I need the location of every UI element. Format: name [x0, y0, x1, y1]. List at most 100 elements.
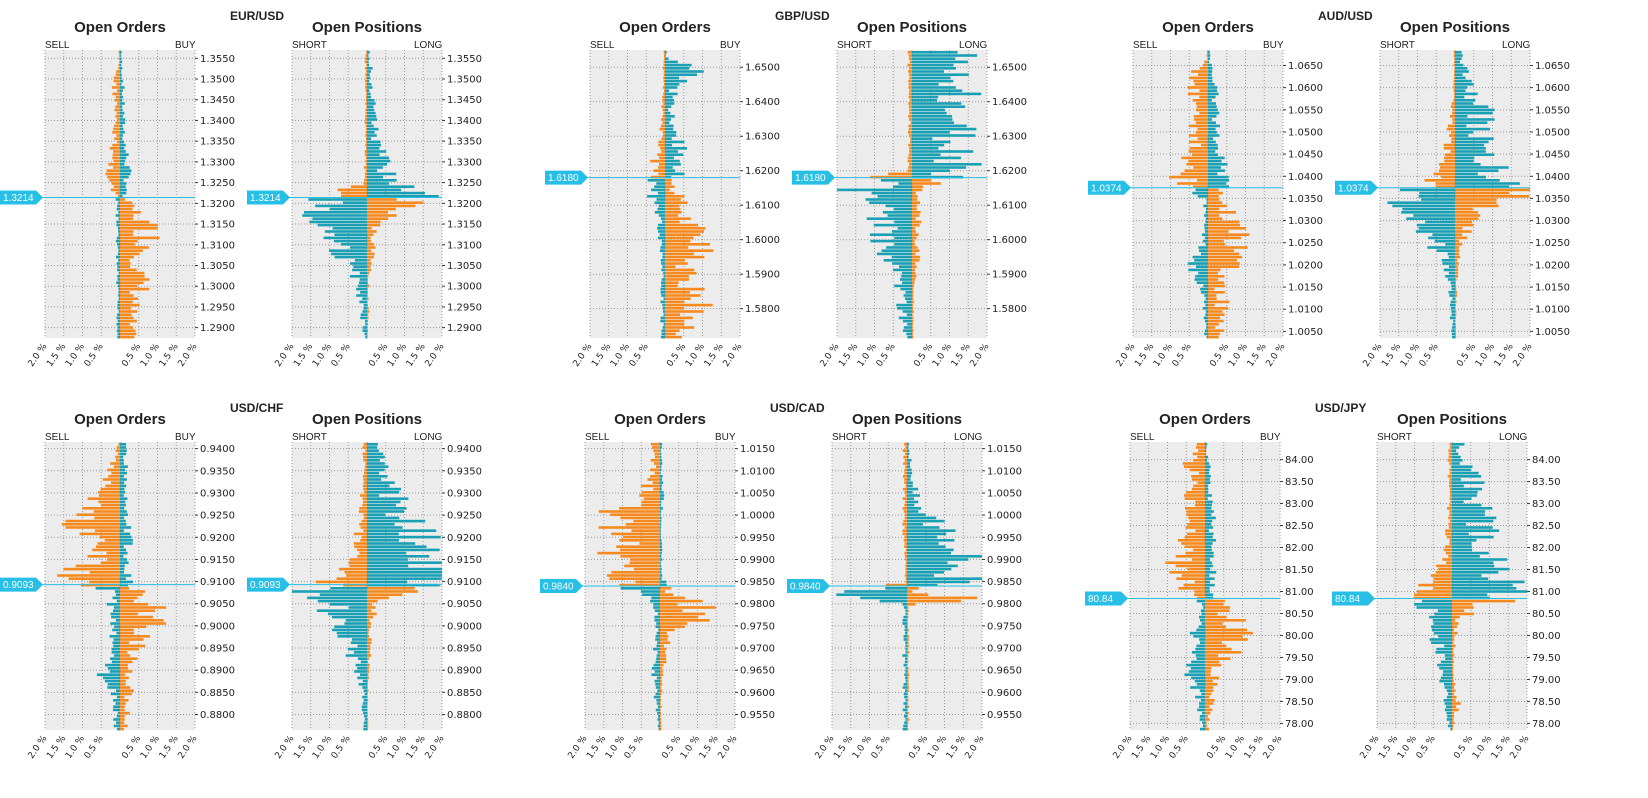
sell-bar — [107, 558, 120, 561]
long-bar — [1452, 503, 1482, 507]
long-bar — [367, 163, 388, 166]
short-bar — [1443, 143, 1455, 147]
y-tick-label: 79.00 — [1532, 675, 1561, 686]
short-bar — [354, 670, 367, 673]
positions-title: Open Positions — [311, 411, 422, 428]
short-bar — [360, 660, 367, 664]
short-bar — [1453, 89, 1455, 92]
long-bar — [367, 236, 371, 240]
long-bar — [1455, 79, 1472, 83]
long-bar — [367, 265, 371, 268]
current-price-label: 1.6180 — [795, 173, 826, 184]
short-bar — [906, 332, 912, 336]
long-bar — [907, 555, 982, 558]
short-bar — [361, 535, 367, 539]
sell-bar — [663, 271, 665, 275]
sell-bar — [1202, 724, 1205, 728]
short-bar — [1451, 287, 1455, 291]
short-bar — [903, 635, 907, 638]
buy-bar — [1205, 644, 1227, 648]
buy-bar — [1205, 695, 1210, 699]
short-bar — [1442, 262, 1455, 265]
long-bar — [912, 233, 919, 236]
long-bar — [907, 471, 913, 475]
sell-bar — [1177, 539, 1205, 542]
buy-bar — [660, 699, 661, 702]
buy-bar — [660, 580, 667, 584]
long-bar — [1455, 179, 1500, 182]
long-bar — [912, 195, 918, 198]
buy-bar — [1208, 191, 1223, 195]
orders-title: Open Orders — [1159, 411, 1251, 428]
long-bar — [367, 615, 373, 619]
buy-bar — [120, 628, 134, 632]
long-bar — [1455, 313, 1457, 316]
buy-bar — [660, 711, 661, 715]
short-bar — [364, 67, 367, 70]
sell-bar — [655, 683, 660, 686]
long-bar — [912, 57, 956, 60]
short-bar — [1449, 539, 1452, 542]
short-bar — [1453, 319, 1455, 323]
sell-bar — [661, 284, 665, 288]
short-bar — [1448, 555, 1452, 558]
buy-bar — [120, 724, 128, 728]
short-bar — [1453, 99, 1455, 102]
sell-bar — [1196, 281, 1208, 284]
long-bar — [1455, 227, 1463, 230]
short-bar — [909, 108, 912, 112]
buy-bar — [120, 657, 138, 660]
buy-bar — [665, 207, 681, 211]
sell-bar — [1200, 143, 1208, 147]
buy-bar — [120, 516, 125, 520]
short-bar — [906, 313, 912, 316]
short-bar — [365, 140, 367, 144]
sell-bar — [662, 131, 665, 134]
long-bar — [912, 95, 939, 99]
buy-bar — [1208, 332, 1220, 336]
sell-bar — [651, 673, 660, 676]
short-bar — [1440, 676, 1452, 680]
open-orders-chart: 1.35501.35001.34501.34001.33501.33001.32… — [0, 50, 235, 369]
y-tick-label: 0.8800 — [200, 710, 235, 721]
current-price-tag — [1085, 591, 1128, 606]
short-bar — [1449, 542, 1452, 545]
long-bar — [907, 587, 919, 590]
short-bar — [1447, 507, 1452, 510]
sell-bar — [105, 172, 120, 176]
buy-bar — [660, 452, 662, 456]
short-bar — [1449, 134, 1455, 137]
buy-bar — [1208, 329, 1225, 332]
y-tick-label: 1.0000 — [740, 511, 775, 522]
long-bar — [367, 491, 400, 494]
buy-bar — [665, 239, 691, 243]
sell-bar — [112, 143, 120, 147]
buy-bar — [660, 475, 663, 478]
long-bar — [1452, 679, 1454, 683]
short-bar — [1448, 452, 1452, 456]
short-bar — [1447, 252, 1455, 256]
long-bar — [912, 313, 913, 316]
buy-bar — [1208, 163, 1228, 166]
y-tick-label: 0.9100 — [447, 577, 482, 588]
long-bar — [907, 545, 946, 548]
buy-bar — [660, 606, 716, 609]
long-bar — [367, 593, 403, 596]
long-bar — [367, 127, 379, 131]
short-bar — [907, 51, 912, 54]
short-bar — [365, 73, 367, 76]
sell-bar — [611, 571, 660, 574]
short-bar — [1443, 548, 1452, 552]
long-bar — [907, 641, 909, 644]
long-bar — [907, 724, 908, 728]
sell-bar — [65, 526, 120, 529]
buy-bar — [120, 220, 150, 224]
buy-bar — [120, 233, 134, 236]
y-tick-label: 1.0000 — [987, 511, 1022, 522]
sell-bar — [100, 561, 120, 564]
long-bar — [912, 111, 947, 115]
short-bar — [1442, 558, 1452, 561]
y-tick-label: 0.8850 — [200, 688, 235, 699]
sell-bar — [98, 494, 120, 497]
buy-bar — [660, 577, 662, 580]
